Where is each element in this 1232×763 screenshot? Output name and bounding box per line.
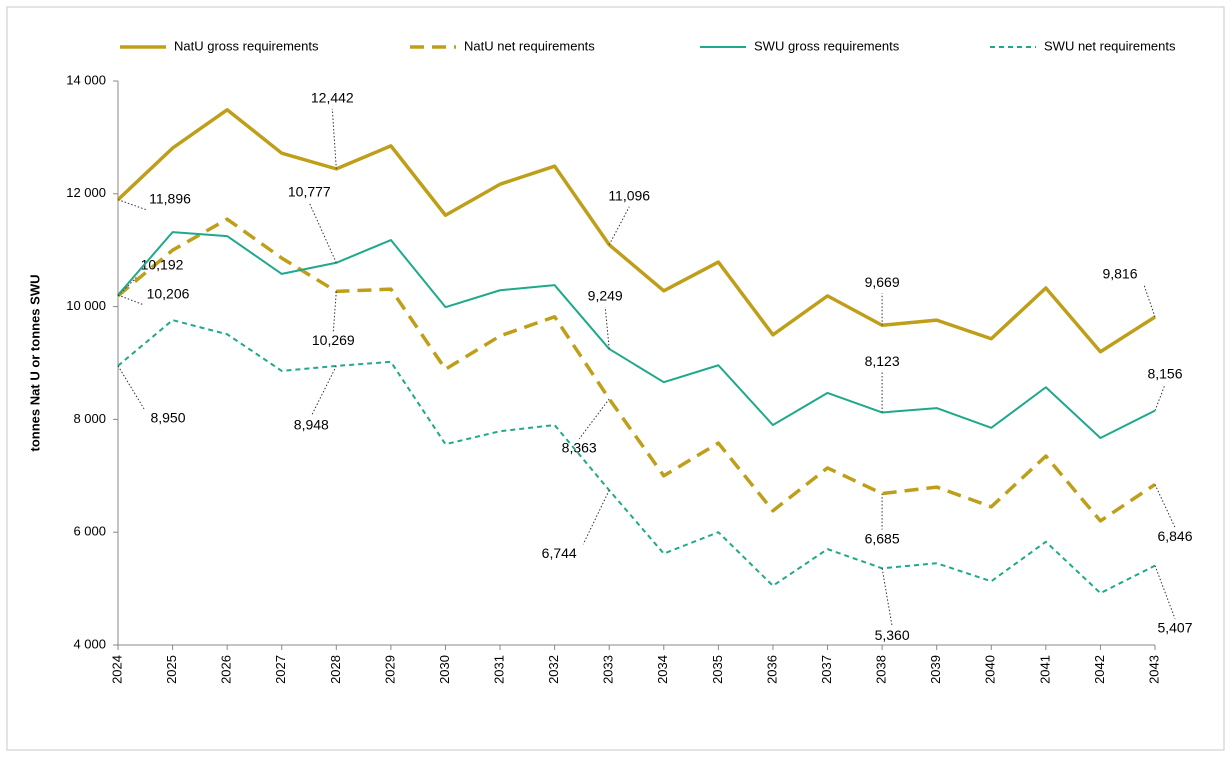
x-tick-label: 2040 — [983, 655, 998, 684]
series-line — [116, 217, 1156, 523]
x-tick-label: 2033 — [601, 655, 616, 684]
x-tick-label: 2032 — [546, 655, 561, 684]
x-tick-label: 2039 — [928, 655, 943, 684]
legend-label: NatU gross requirements — [174, 38, 319, 53]
series-line — [117, 319, 1156, 595]
y-tick-label: 6 000 — [73, 524, 106, 539]
x-tick-label: 2029 — [382, 655, 397, 684]
data-label: 11,896 — [149, 190, 191, 206]
x-tick-label: 2028 — [328, 655, 343, 684]
x-tick-label: 2031 — [491, 655, 506, 684]
y-tick-label: 12 000 — [66, 185, 106, 200]
x-tick-label: 2043 — [1146, 655, 1161, 684]
series-line — [116, 108, 1156, 354]
label-leader — [881, 568, 893, 627]
x-tick-label: 2037 — [819, 655, 834, 684]
label-leader — [117, 199, 147, 211]
label-leader — [117, 294, 145, 306]
x-tick-label: 2035 — [710, 655, 725, 684]
data-label: 10,269 — [312, 332, 355, 348]
data-label: 10,206 — [147, 286, 190, 302]
legend-label: NatU net requirements — [464, 38, 595, 53]
x-tick-label: 2041 — [1037, 655, 1052, 684]
x-tick-label: 2038 — [874, 655, 889, 684]
x-tick-label: 2036 — [764, 655, 779, 684]
data-label: 9,816 — [1102, 266, 1137, 282]
data-label: 8,156 — [1147, 365, 1182, 381]
y-tick-label: 10 000 — [66, 298, 106, 313]
label-leader — [608, 206, 630, 246]
data-label: 9,669 — [865, 274, 900, 290]
y-tick-label: 8 000 — [73, 411, 106, 426]
data-label: 6,846 — [1157, 528, 1192, 544]
data-label: 10,192 — [141, 256, 184, 272]
x-tick-label: 2027 — [273, 655, 288, 684]
data-label: 11,096 — [608, 187, 650, 203]
label-leader — [308, 202, 337, 263]
legend-label: SWU gross requirements — [754, 38, 900, 53]
label-leader — [582, 490, 610, 545]
data-label: 8,123 — [865, 353, 900, 369]
label-leader — [1143, 284, 1156, 318]
x-tick-label: 2042 — [1092, 655, 1107, 684]
y-axis-label: tonnes Nat U or tonnes SWU — [27, 275, 42, 452]
x-tick-label: 2024 — [109, 655, 124, 684]
data-label: 9,249 — [588, 288, 623, 304]
label-leader — [117, 365, 145, 410]
x-tick-label: 2025 — [164, 655, 179, 684]
label-leader — [331, 108, 337, 169]
data-label: 5,360 — [875, 627, 910, 643]
label-leader — [604, 306, 610, 350]
label-leader — [1154, 484, 1176, 528]
data-label: 6,685 — [865, 530, 900, 546]
label-leader — [1154, 384, 1166, 411]
x-tick-label: 2034 — [655, 655, 670, 684]
chart-frame — [6, 6, 1225, 751]
label-leader — [1154, 565, 1176, 619]
label-leader — [310, 365, 337, 417]
y-tick-label: 4 000 — [73, 636, 106, 651]
data-label: 8,948 — [294, 417, 329, 433]
series-line — [117, 231, 1156, 440]
legend-label: SWU net requirements — [1044, 38, 1176, 53]
data-label: 12,442 — [311, 90, 354, 106]
label-leader — [578, 398, 610, 440]
y-tick-label: 14 000 — [66, 72, 106, 87]
data-label: 8,950 — [150, 410, 185, 426]
data-label: 8,363 — [562, 440, 597, 456]
data-label: 5,407 — [1157, 619, 1192, 635]
x-tick-label: 2030 — [437, 655, 452, 684]
x-tick-label: 2026 — [219, 655, 234, 684]
data-label: 6,744 — [542, 545, 577, 561]
data-label: 10,777 — [288, 183, 331, 199]
